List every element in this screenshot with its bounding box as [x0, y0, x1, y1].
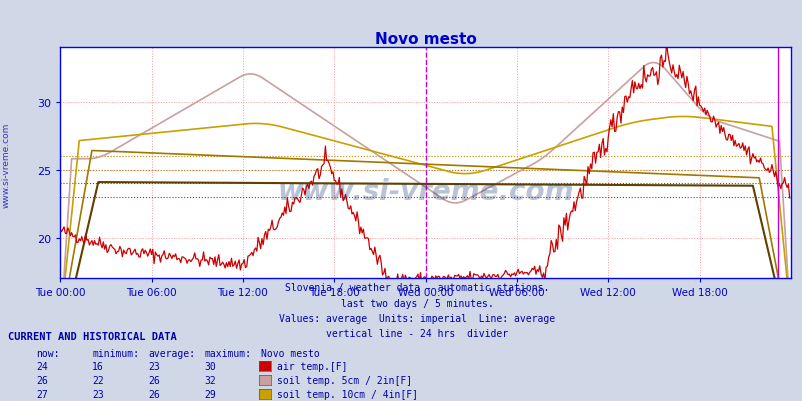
Text: vertical line - 24 hrs  divider: vertical line - 24 hrs divider [326, 328, 508, 338]
Text: 26: 26 [148, 375, 160, 385]
Text: 29: 29 [205, 389, 217, 399]
Text: 24: 24 [36, 361, 48, 371]
Text: maximum:: maximum: [205, 348, 252, 358]
Text: soil temp. 5cm / 2in[F]: soil temp. 5cm / 2in[F] [277, 375, 411, 385]
Text: 16: 16 [92, 361, 104, 371]
Text: CURRENT AND HISTORICAL DATA: CURRENT AND HISTORICAL DATA [8, 331, 176, 341]
Text: Values: average  Units: imperial  Line: average: Values: average Units: imperial Line: av… [279, 313, 555, 323]
Text: Novo mesto: Novo mesto [261, 348, 319, 358]
Text: www.si-vreme.com: www.si-vreme.com [2, 122, 11, 207]
Text: last two days / 5 minutes.: last two days / 5 minutes. [341, 298, 493, 308]
Text: 27: 27 [36, 389, 48, 399]
Text: 26: 26 [36, 375, 48, 385]
Text: 23: 23 [148, 361, 160, 371]
Text: average:: average: [148, 348, 196, 358]
Text: 23: 23 [92, 389, 104, 399]
Text: minimum:: minimum: [92, 348, 140, 358]
Text: 32: 32 [205, 375, 217, 385]
Text: 26: 26 [148, 389, 160, 399]
Text: 22: 22 [92, 375, 104, 385]
Text: soil temp. 10cm / 4in[F]: soil temp. 10cm / 4in[F] [277, 389, 418, 399]
Text: air temp.[F]: air temp.[F] [277, 361, 347, 371]
Text: 30: 30 [205, 361, 217, 371]
Text: Slovenia / weather data - automatic stations.: Slovenia / weather data - automatic stat… [285, 283, 549, 293]
Title: Novo mesto: Novo mesto [375, 32, 476, 47]
Text: www.si-vreme.com: www.si-vreme.com [277, 177, 573, 205]
Text: now:: now: [36, 348, 59, 358]
